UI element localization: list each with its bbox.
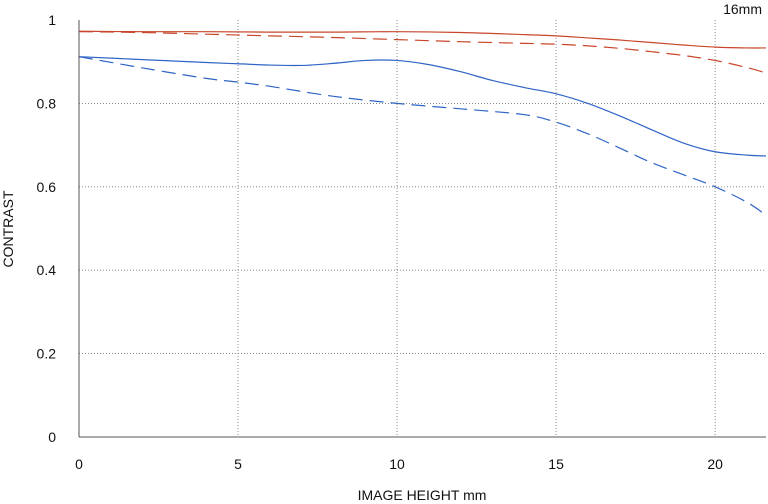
y-tick-label: 0.4 [37, 262, 57, 278]
series-line-3 [78, 56, 767, 157]
y-tick-label: 0.2 [37, 346, 57, 362]
x-tick-label: 20 [707, 456, 723, 472]
x-tick-label: 10 [389, 456, 405, 472]
series-line-1 [78, 30, 767, 49]
series-line-2 [78, 31, 767, 74]
y-tick-label: 0.6 [37, 179, 57, 195]
x-tick-labels: 0 5 10 15 20 [75, 456, 723, 472]
chart-title: 16mm [723, 1, 762, 17]
y-tick-label: 0.8 [37, 95, 57, 111]
series-lines [78, 30, 767, 216]
series-line-4 [78, 56, 767, 216]
x-tick-label: 5 [234, 456, 242, 472]
y-axis-label: CONTRAST [0, 190, 16, 267]
plot-frame [78, 20, 766, 438]
y-tick-labels: 0 0.2 0.4 0.6 0.8 1 [37, 12, 57, 445]
x-tick-label: 0 [75, 456, 83, 472]
x-tick-label: 15 [548, 456, 564, 472]
y-tick-label: 0 [48, 429, 56, 445]
y-tick-label: 1 [48, 12, 56, 28]
x-axis-label: IMAGE HEIGHT mm [358, 487, 487, 503]
grid [79, 20, 766, 437]
